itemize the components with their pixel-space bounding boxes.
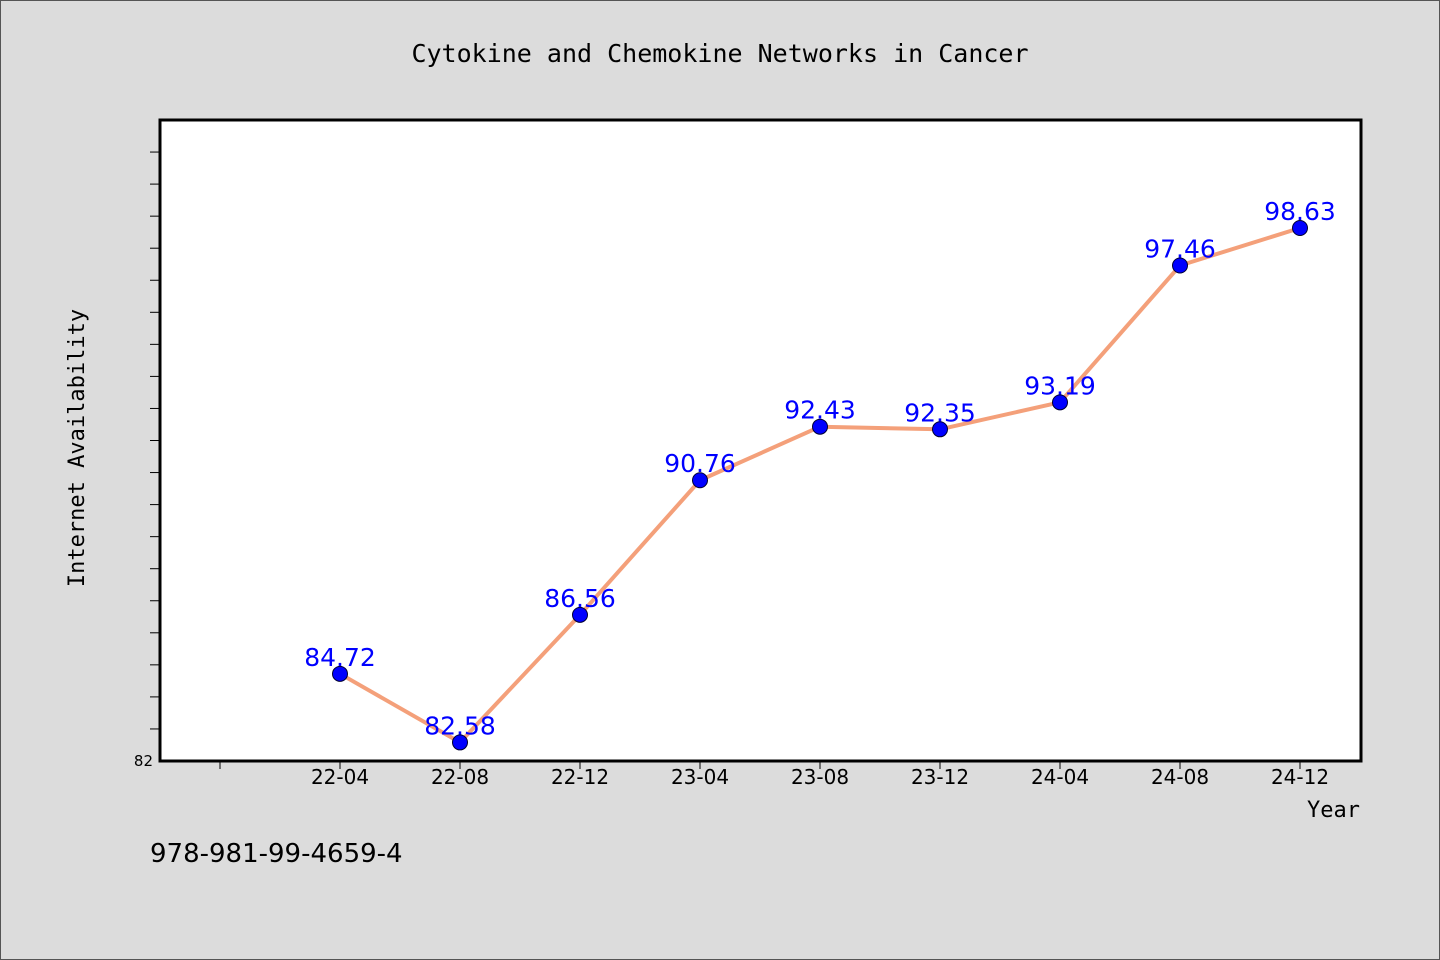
series-group: 84.72 82.58 86.56 90.76 92.43 92.35 93.19 97.46… <box>304 197 1336 751</box>
data-label: 92.35 <box>904 398 976 427</box>
y-axis-label: Internet Availability <box>65 309 90 587</box>
data-point <box>692 472 708 489</box>
data-point <box>452 734 468 751</box>
data-point <box>572 606 588 623</box>
data-label: 90.76 <box>664 449 736 478</box>
x-tick-label: 24-08 <box>1151 765 1209 789</box>
x-axis-ticks: 22-04 22-08 22-12 23-04 23-08 23-12 24-04 24-08… <box>219 761 1329 789</box>
data-label: 86.56 <box>544 584 616 613</box>
data-label: 84.72 <box>304 643 376 672</box>
data-point <box>1052 394 1068 411</box>
x-tick-label: 23-04 <box>671 765 729 789</box>
y-tick-label: 82 <box>134 752 153 770</box>
data-label: 92.43 <box>784 396 856 425</box>
x-tick-label: 23-12 <box>911 765 969 789</box>
x-tick-label: 24-12 <box>1271 765 1329 789</box>
x-axis-label: Year <box>1307 798 1360 823</box>
y-axis-ticks: 82 <box>134 151 160 770</box>
data-label: 97.46 <box>1144 235 1216 264</box>
x-tick-label: 22-12 <box>551 765 609 789</box>
x-tick-label: 24-04 <box>1031 765 1089 789</box>
data-label: 93.19 <box>1024 371 1096 400</box>
x-tick-label: 22-04 <box>311 765 369 789</box>
data-point <box>932 421 948 438</box>
chart-title: Cytokine and Chemokine Networks in Cance… <box>411 39 1028 68</box>
data-label: 82.58 <box>424 711 496 740</box>
data-point <box>812 418 828 435</box>
data-point <box>332 665 348 682</box>
plot-area <box>158 118 1363 763</box>
data-point <box>1292 220 1308 237</box>
footer-isbn: 978-981-99-4659-4 <box>150 839 403 869</box>
x-tick-label: 22-08 <box>431 765 489 789</box>
x-tick-label: 23-08 <box>791 765 849 789</box>
data-point <box>1172 257 1188 274</box>
data-label: 98.63 <box>1264 197 1336 226</box>
